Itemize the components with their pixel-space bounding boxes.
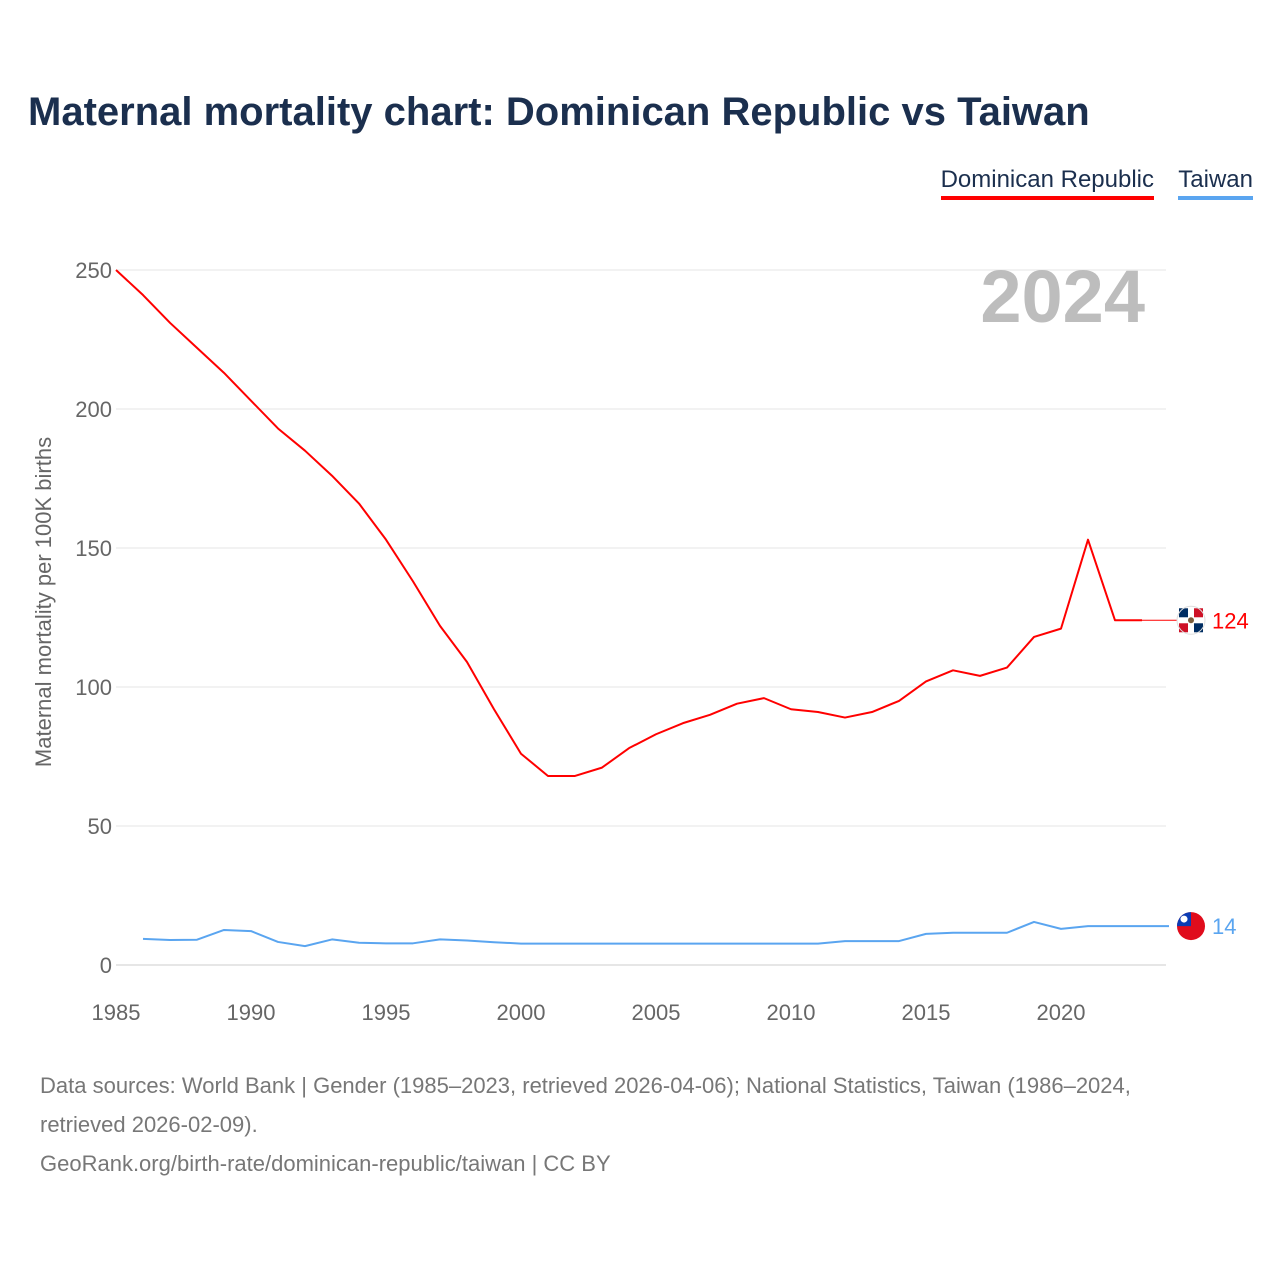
y-tick-label: 150: [75, 536, 112, 561]
y-tick-label: 250: [75, 258, 112, 283]
x-tick-label: 2005: [632, 1000, 681, 1025]
year-watermark: 2024: [980, 255, 1145, 338]
end-value-label: 14: [1212, 914, 1236, 939]
x-tick-label: 1985: [92, 1000, 141, 1025]
dominican-republic-flag-icon: [1176, 605, 1206, 635]
y-tick-label: 50: [88, 814, 112, 839]
series-line-taiwan: [142, 920, 1169, 948]
end-value-label: 124: [1212, 608, 1249, 633]
x-tick-label: 2015: [902, 1000, 951, 1025]
legend-dominican-republic[interactable]: Dominican Republic: [940, 166, 1154, 200]
footer: Data sources: World Bank | Gender (1985–…: [40, 1066, 1220, 1183]
chart-title: Maternal mortality chart: Dominican Repu…: [28, 90, 1090, 134]
y-tick-label: 200: [75, 397, 112, 422]
legend-taiwan[interactable]: Taiwan: [1178, 166, 1253, 200]
x-tick-label: 2000: [497, 1000, 546, 1025]
source-link[interactable]: GeoRank.org/birth-rate/dominican-republi…: [40, 1151, 611, 1176]
x-tick-label: 2020: [1037, 1000, 1086, 1025]
x-tick-label: 2010: [767, 1000, 816, 1025]
y-tick-label: 100: [75, 675, 112, 700]
x-tick-label: 1990: [227, 1000, 276, 1025]
taiwan-flag-icon: [1177, 912, 1205, 941]
y-tick-label: 0: [100, 953, 112, 978]
x-tick-label: 1995: [362, 1000, 411, 1025]
data-sources: Data sources: World Bank | Gender (1985–…: [40, 1073, 1131, 1137]
series-line-dominican-republic: [115, 269, 1142, 777]
